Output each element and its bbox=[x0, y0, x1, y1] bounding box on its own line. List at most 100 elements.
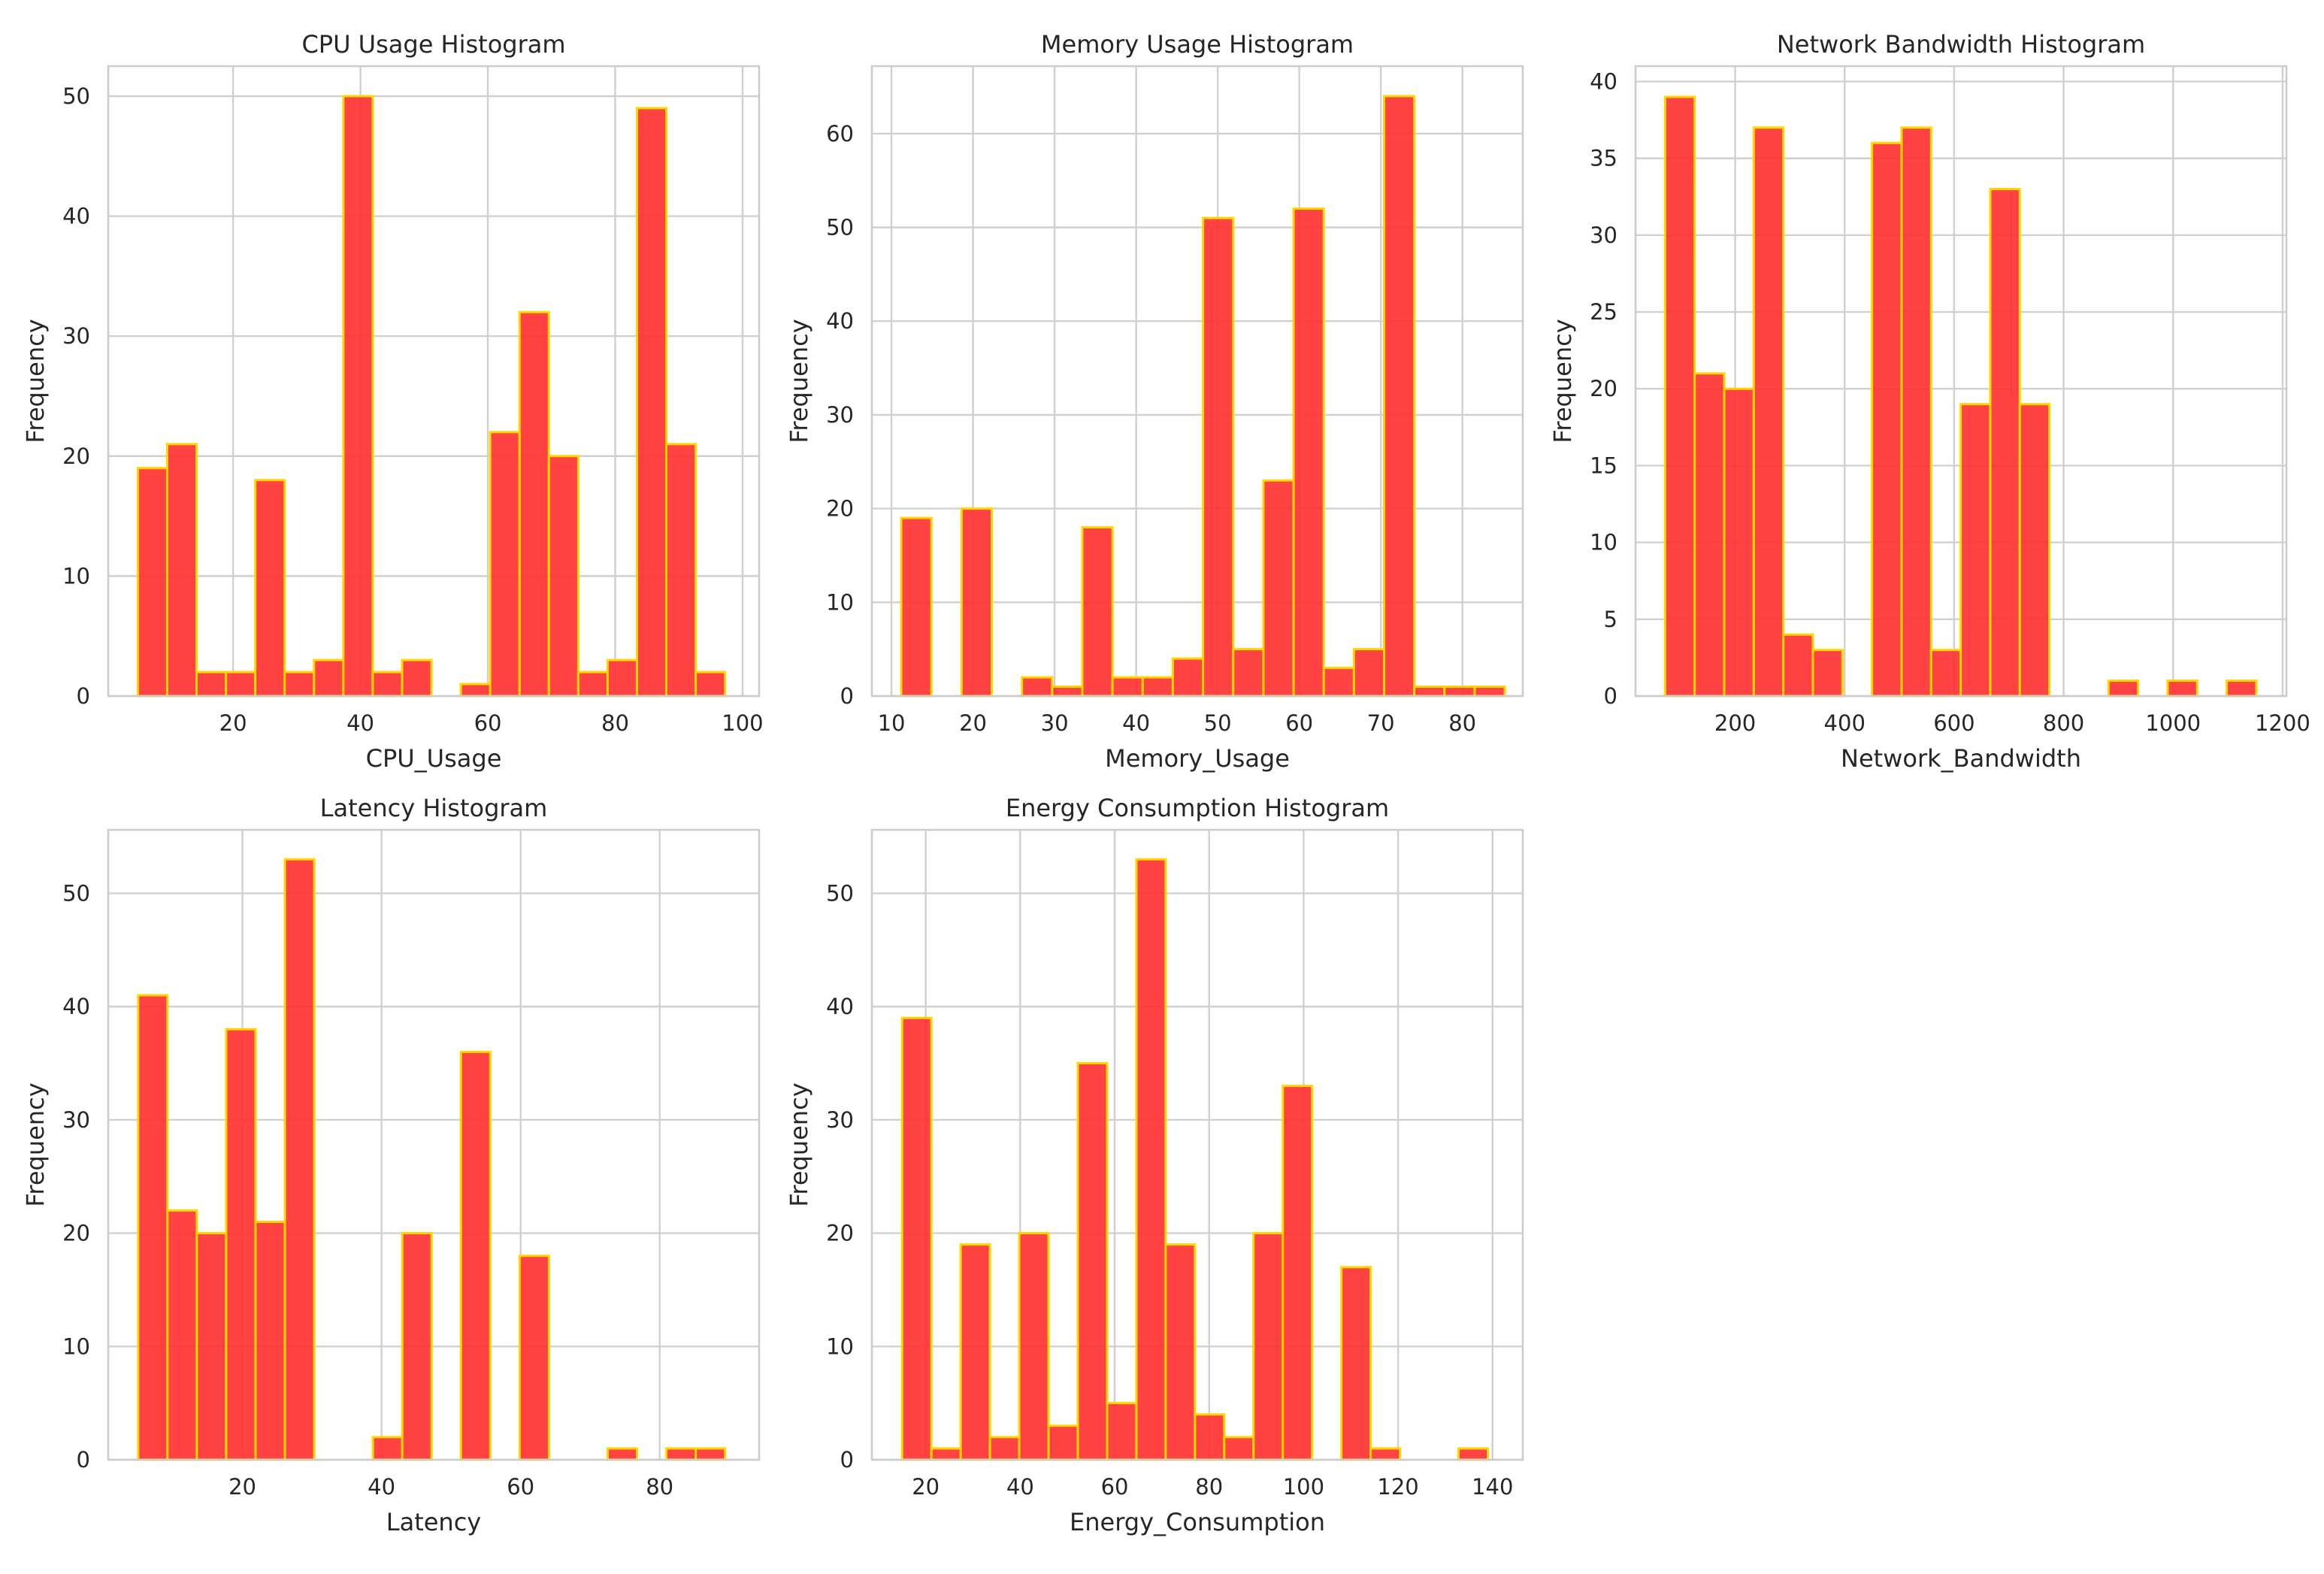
x-tick-label: 20 bbox=[228, 1474, 256, 1500]
histogram-bar bbox=[1202, 216, 1235, 698]
y-tick-label: 40 bbox=[1590, 68, 1617, 94]
histogram-bar bbox=[1076, 1061, 1109, 1461]
histogram-bar bbox=[371, 670, 404, 698]
histogram-bar bbox=[1693, 372, 1726, 698]
y-tick-label: 0 bbox=[840, 1447, 854, 1473]
y-tick-label: 0 bbox=[1604, 683, 1617, 709]
chart-title: Latency Histogram bbox=[320, 794, 548, 822]
chart-panel-4: 20 40 60 80 0 10 20 30 40 50 Latency Histogram Late… bbox=[21, 794, 761, 1536]
y-tick-label: 50 bbox=[826, 880, 854, 906]
histogram-bar bbox=[1021, 676, 1054, 698]
y-axis-label: Frequency bbox=[21, 319, 50, 443]
histogram-bar bbox=[1663, 95, 1696, 698]
histogram-bar bbox=[1081, 526, 1114, 698]
histogram-bar bbox=[1232, 648, 1265, 698]
histogram-bar bbox=[371, 1436, 404, 1461]
y-tick-label: 0 bbox=[840, 683, 854, 709]
y-tick-label: 50 bbox=[62, 880, 90, 906]
y-tick-label: 20 bbox=[62, 1221, 90, 1246]
y-tick-label: 60 bbox=[826, 121, 854, 147]
histogram-bar bbox=[401, 1232, 433, 1461]
x-tick-label: 70 bbox=[1367, 710, 1395, 736]
y-tick-label: 0 bbox=[77, 1447, 90, 1473]
histogram-bar bbox=[459, 683, 492, 698]
histogram-bar bbox=[1106, 1402, 1138, 1461]
chart-title: CPU Usage Histogram bbox=[301, 30, 565, 59]
y-tick-label: 35 bbox=[1590, 146, 1617, 171]
histogram-bar bbox=[1989, 188, 2021, 698]
histogram-bar bbox=[1473, 686, 1506, 698]
x-tick-label: 140 bbox=[1472, 1474, 1513, 1500]
y-axis-label: Frequency bbox=[1548, 319, 1577, 443]
histogram-bar bbox=[518, 310, 550, 698]
histogram-bar bbox=[283, 670, 316, 698]
histogram-bar bbox=[313, 658, 345, 698]
chart-panel-1: 20 40 60 80 100 0 10 20 30 40 50 CPU Usage Histogra… bbox=[21, 30, 764, 773]
histogram-bar bbox=[1051, 686, 1084, 698]
histogram-bar bbox=[518, 1255, 550, 1461]
y-tick-label: 25 bbox=[1590, 299, 1617, 325]
histogram-bar bbox=[1340, 1266, 1372, 1461]
x-axis-label: Latency bbox=[386, 1508, 481, 1536]
histogram-bar bbox=[1282, 1085, 1314, 1461]
histogram-bar bbox=[195, 670, 228, 698]
histogram-bar bbox=[166, 1209, 198, 1461]
histogram-bar bbox=[254, 1220, 286, 1461]
histogram-bar bbox=[576, 670, 609, 698]
histogram-bar bbox=[2107, 680, 2140, 698]
histogram-bar bbox=[2226, 680, 2258, 698]
y-tick-label: 0 bbox=[77, 683, 90, 709]
histogram-bar bbox=[1811, 649, 1844, 698]
histogram-bar bbox=[1252, 1232, 1285, 1461]
histogram-bar bbox=[900, 516, 933, 698]
histogram-bar bbox=[694, 670, 727, 698]
x-tick-label: 100 bbox=[1283, 1474, 1324, 1500]
histogram-bar bbox=[665, 1447, 698, 1461]
plot-frame bbox=[1634, 65, 2288, 698]
x-tick-label: 80 bbox=[601, 710, 629, 736]
histogram-bar bbox=[165, 443, 198, 698]
histogram-bar bbox=[1782, 633, 1814, 698]
y-tick-label: 50 bbox=[62, 83, 90, 109]
histogram-bar bbox=[1171, 657, 1205, 698]
y-axis-label: Frequency bbox=[785, 1082, 813, 1206]
chart-title: Memory Usage Histogram bbox=[1041, 30, 1354, 59]
x-tick-label: 30 bbox=[1041, 710, 1069, 736]
histogram-bar bbox=[1723, 387, 1755, 698]
x-tick-label: 40 bbox=[346, 710, 374, 736]
x-tick-label: 10 bbox=[878, 710, 906, 736]
x-tick-label: 40 bbox=[368, 1474, 395, 1500]
histogram-bar bbox=[665, 443, 698, 698]
x-tick-label: 20 bbox=[959, 710, 987, 736]
x-tick-label: 1000 bbox=[2145, 710, 2201, 736]
y-tick-label: 40 bbox=[826, 994, 854, 1019]
y-tick-label: 10 bbox=[62, 563, 90, 589]
histogram-bar bbox=[1018, 1232, 1050, 1461]
histogram-bar bbox=[459, 1050, 492, 1461]
y-tick-label: 10 bbox=[826, 589, 854, 615]
y-tick-label: 40 bbox=[826, 308, 854, 334]
histogram-bar bbox=[1752, 126, 1785, 698]
histogram-bar bbox=[1900, 126, 1932, 698]
histogram-bar bbox=[489, 431, 521, 698]
x-tick-label: 60 bbox=[474, 710, 502, 736]
histogram-bar bbox=[1194, 1413, 1226, 1461]
x-tick-label: 40 bbox=[1122, 710, 1150, 736]
histogram-bar bbox=[900, 1016, 933, 1461]
chart-title: Energy Consumption Histogram bbox=[1006, 794, 1389, 822]
histogram-bar bbox=[342, 95, 374, 698]
histogram-bar bbox=[401, 658, 433, 698]
histogram-bar bbox=[1871, 141, 1903, 698]
histogram-bar bbox=[1457, 1447, 1489, 1461]
y-tick-label: 30 bbox=[62, 323, 90, 349]
x-tick-label: 80 bbox=[1448, 710, 1476, 736]
y-tick-label: 30 bbox=[826, 402, 854, 428]
x-tick-label: 20 bbox=[912, 1474, 940, 1500]
histogram-bar bbox=[988, 1436, 1021, 1461]
x-tick-label: 400 bbox=[1824, 710, 1866, 736]
y-tick-label: 10 bbox=[1590, 530, 1617, 555]
histogram-bar bbox=[137, 994, 169, 1461]
plot-frame bbox=[870, 65, 1524, 698]
histogram-bar bbox=[1135, 858, 1167, 1461]
x-axis-label: Network_Bandwidth bbox=[1841, 744, 2081, 773]
